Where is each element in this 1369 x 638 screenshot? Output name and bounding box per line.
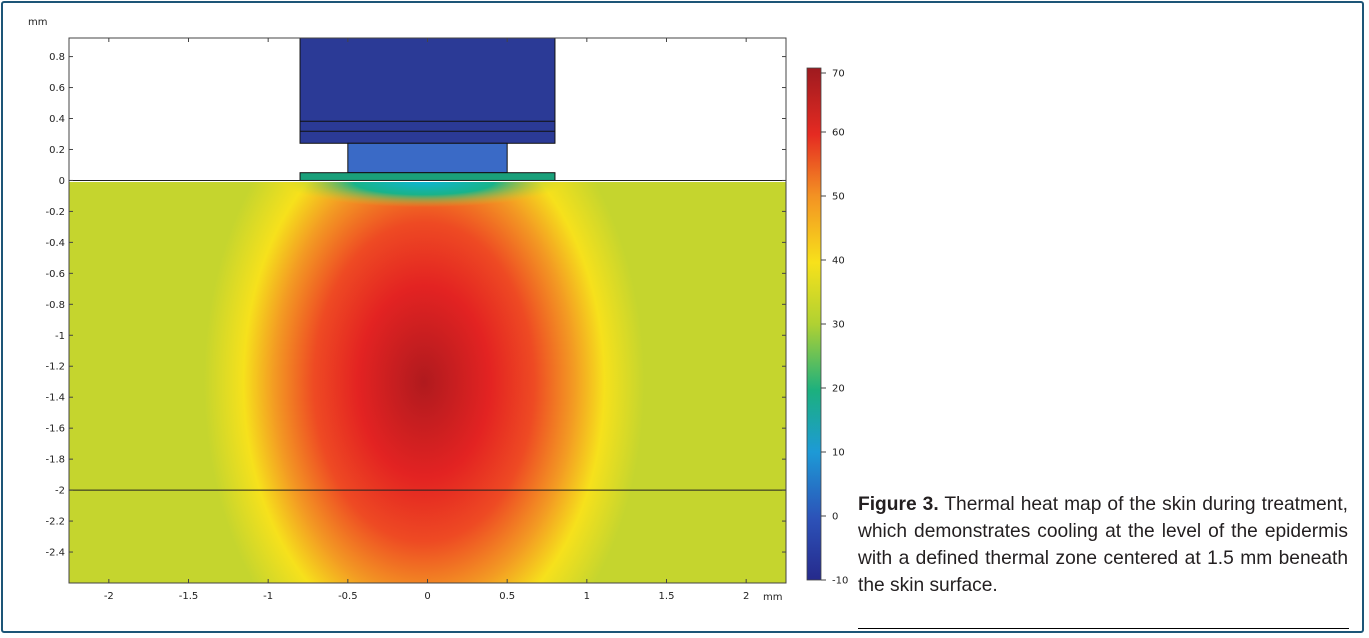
figure-label: Figure 3. — [858, 494, 939, 515]
colorbar-tick-label: 60 — [832, 128, 845, 139]
x-tick-label: -0.5 — [338, 591, 358, 602]
y-tick-label: -2.4 — [45, 548, 65, 559]
colorbar — [806, 67, 822, 581]
y-tick-label: -2.2 — [45, 517, 65, 528]
y-axis-unit: mm — [28, 17, 47, 28]
y-tick-label: 0 — [59, 176, 65, 187]
y-tick-label: -0.8 — [45, 300, 65, 311]
y-tick-label: -1.8 — [45, 455, 65, 466]
applicator-neck — [347, 142, 508, 174]
y-tick-label: 0.4 — [49, 114, 65, 125]
colorbar-tick-label: 30 — [832, 320, 845, 331]
y-tick-label: -1.4 — [45, 393, 65, 404]
y-tick-label: -0.6 — [45, 269, 65, 280]
x-tick-label: -1.5 — [179, 591, 199, 602]
x-tick-label: 1 — [584, 591, 590, 602]
x-tick-label: 0.5 — [499, 591, 515, 602]
colorbar-tick-label: 50 — [832, 192, 845, 203]
colorbar-axis: 70 60 50 40 30 20 10 0 -10 — [821, 69, 848, 587]
y-tick-label: -1.6 — [45, 424, 65, 435]
colorbar-tick-label: 20 — [832, 384, 845, 395]
y-tick-label: -1.2 — [45, 362, 65, 373]
epidermis-cooling-zone — [69, 182, 786, 222]
plot-area — [69, 38, 786, 583]
y-axis: 0.8 0.6 0.4 0.2 0 -0.2 -0.4 -0.6 -0.8 -1 -1.2 -1.4 -… — [45, 52, 786, 559]
colorbar-tick-label: -10 — [832, 576, 848, 587]
colorbar-tick-label: 70 — [832, 69, 845, 80]
skin-field — [69, 182, 786, 583]
y-tick-label: 0.8 — [49, 52, 65, 63]
applicator-plate — [299, 172, 556, 181]
applicator-body — [299, 38, 556, 144]
x-tick-label: 1.5 — [659, 591, 675, 602]
y-tick-label: 0.6 — [49, 83, 65, 94]
colorbar-tick-label: 40 — [832, 256, 845, 267]
y-tick-label: -0.4 — [45, 238, 65, 249]
y-tick-label: -2 — [55, 486, 65, 497]
figure-caption: Figure 3. Thermal heat map of the skin d… — [858, 491, 1348, 599]
x-tick-label: 2 — [743, 591, 749, 602]
x-tick-label: -1 — [263, 591, 273, 602]
x-axis-unit: mm — [763, 592, 782, 603]
figure-caption-text: Thermal heat map of the skin during trea… — [858, 494, 1348, 596]
x-axis: -2 -1.5 -1 -0.5 0 0.5 1 1.5 2 — [104, 38, 749, 602]
y-tick-label: -1 — [55, 331, 65, 342]
colorbar-tick-label: 0 — [832, 512, 838, 523]
x-tick-label: -2 — [104, 591, 114, 602]
y-tick-label: -0.2 — [45, 207, 65, 218]
caption-rule — [858, 628, 1349, 629]
x-tick-label: 0 — [424, 591, 430, 602]
y-tick-label: 0.2 — [49, 145, 65, 156]
colorbar-tick-label: 10 — [832, 448, 845, 459]
